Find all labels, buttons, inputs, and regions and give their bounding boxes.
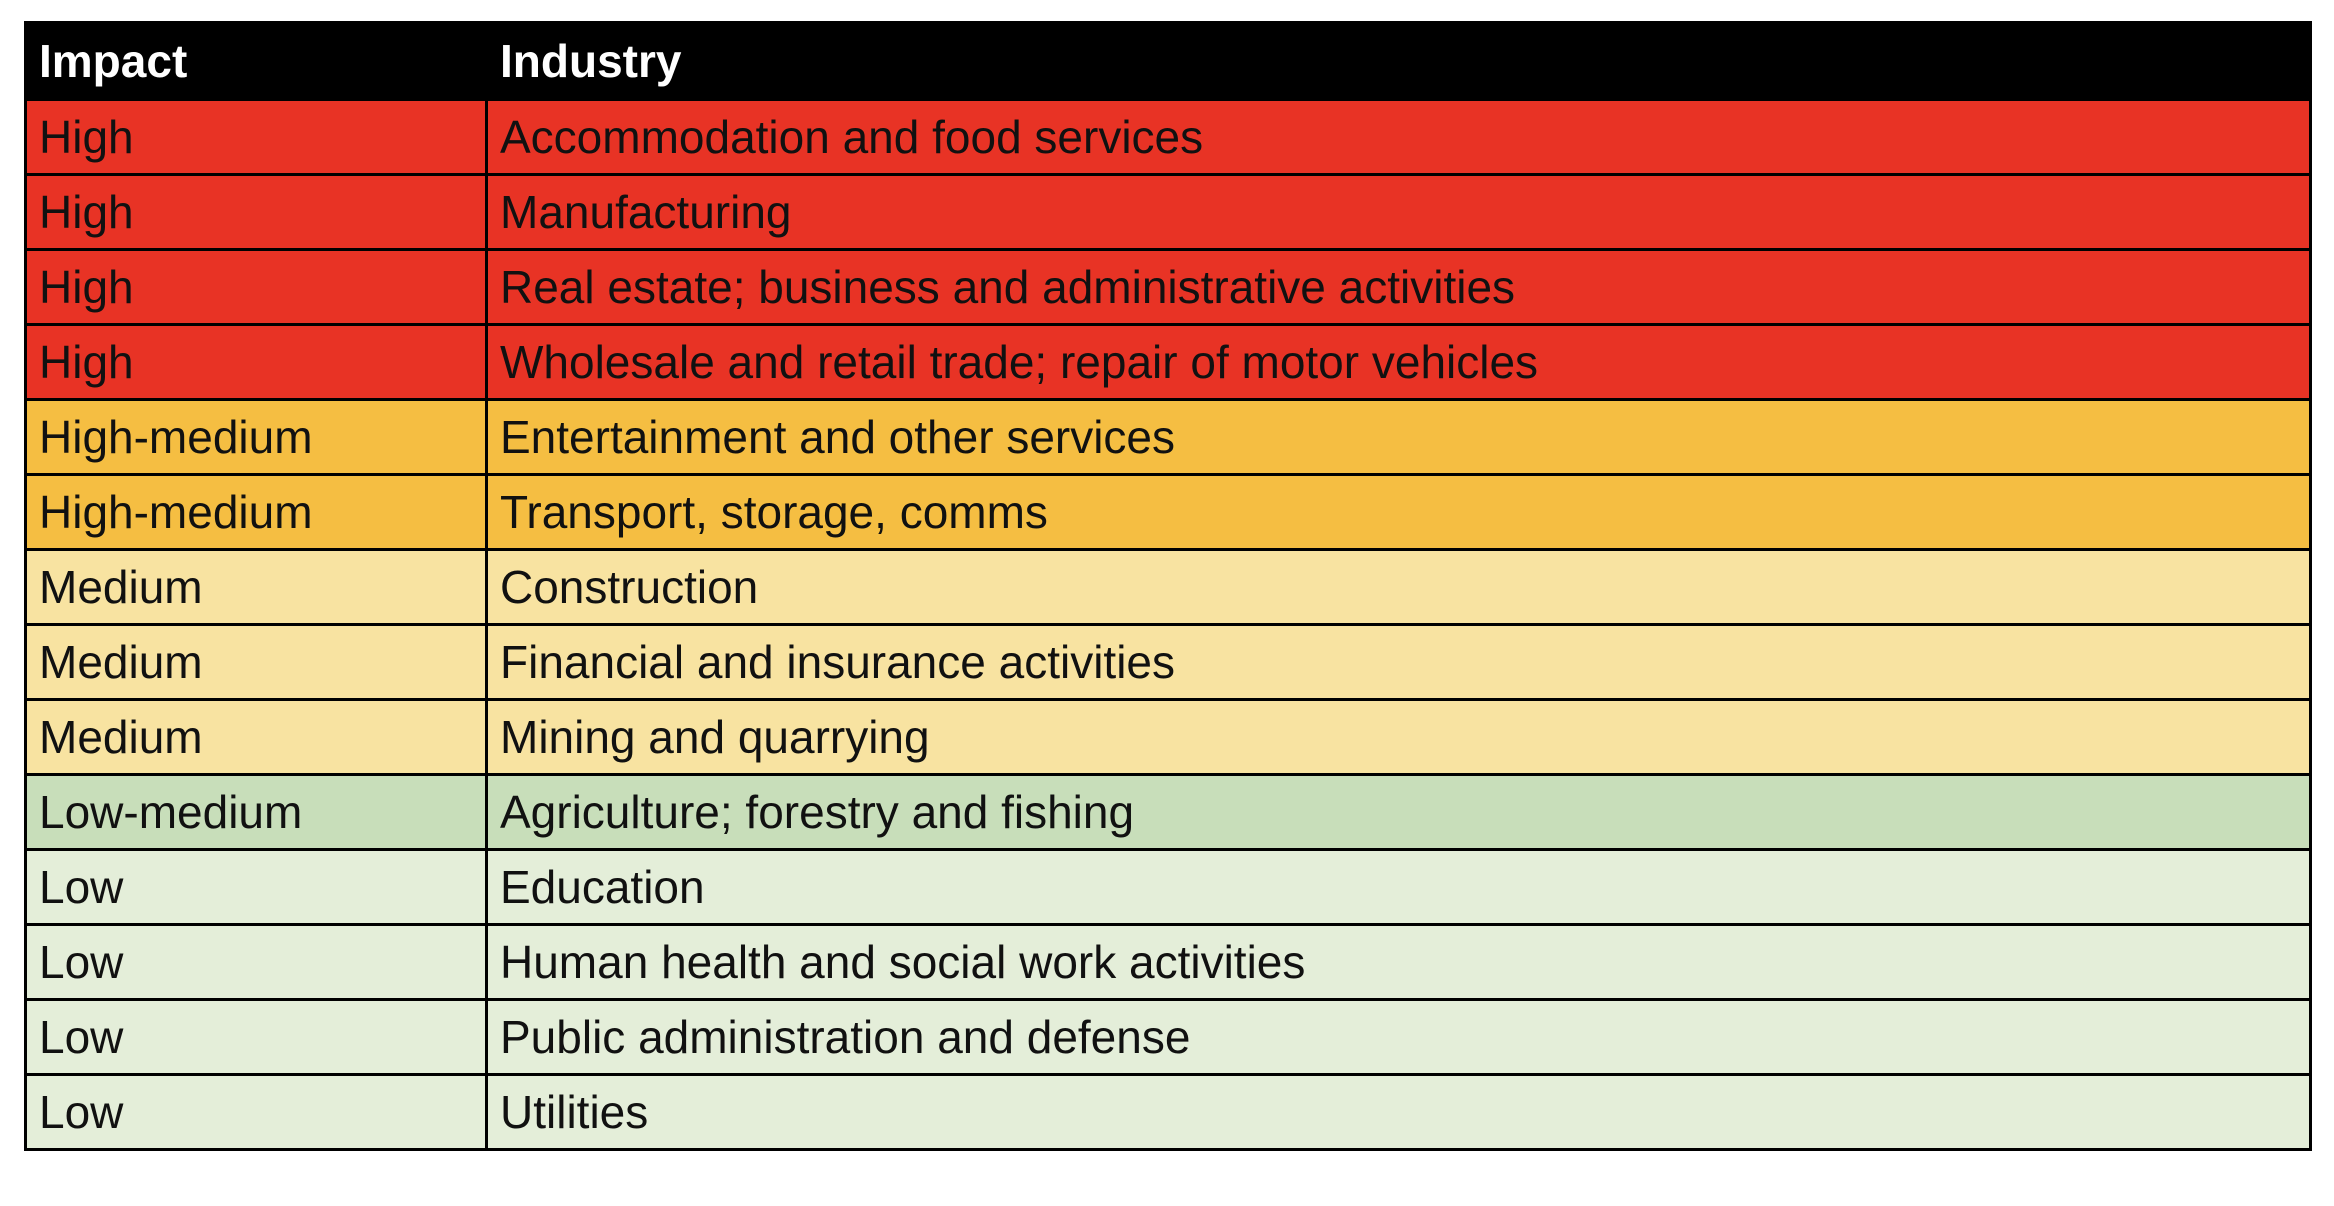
industry-cell: Manufacturing <box>485 173 2312 251</box>
impact-cell: High <box>24 98 488 176</box>
industry-cell: Financial and insurance activities <box>485 623 2312 701</box>
table-row: Medium Financial and insurance activitie… <box>24 623 2312 701</box>
industry-cell: Mining and quarrying <box>485 698 2312 776</box>
impact-cell: High <box>24 173 488 251</box>
industry-cell: Accommodation and food services <box>485 98 2312 176</box>
industry-cell: Entertainment and other services <box>485 398 2312 476</box>
industry-cell: Human health and social work activities <box>485 923 2312 1001</box>
table-row: High Manufacturing <box>24 173 2312 251</box>
impact-cell: Medium <box>24 698 488 776</box>
industry-cell: Real estate; business and administrative… <box>485 248 2312 326</box>
impact-cell: High <box>24 323 488 401</box>
impact-cell: Low <box>24 848 488 926</box>
table-row: High-medium Transport, storage, comms <box>24 473 2312 551</box>
impact-cell: High <box>24 248 488 326</box>
table-row: Low Education <box>24 848 2312 926</box>
table-row: Medium Mining and quarrying <box>24 698 2312 776</box>
table-row: Low-medium Agriculture; forestry and fis… <box>24 773 2312 851</box>
impact-industry-table: Impact Industry High Accommodation and f… <box>24 21 2312 1151</box>
impact-cell: Low-medium <box>24 773 488 851</box>
table-row: Low Public administration and defense <box>24 998 2312 1076</box>
table-row: High Wholesale and retail trade; repair … <box>24 323 2312 401</box>
impact-cell: Medium <box>24 548 488 626</box>
table-row: High-medium Entertainment and other serv… <box>24 398 2312 476</box>
industry-cell: Utilities <box>485 1073 2312 1151</box>
table-row: Medium Construction <box>24 548 2312 626</box>
impact-cell: Medium <box>24 623 488 701</box>
table-row: High Real estate; business and administr… <box>24 248 2312 326</box>
industry-cell: Education <box>485 848 2312 926</box>
industry-cell: Agriculture; forestry and fishing <box>485 773 2312 851</box>
column-header-impact: Impact <box>24 21 488 101</box>
table-row: Low Utilities <box>24 1073 2312 1151</box>
impact-cell: Low <box>24 998 488 1076</box>
industry-cell: Transport, storage, comms <box>485 473 2312 551</box>
industry-cell: Construction <box>485 548 2312 626</box>
industry-cell: Wholesale and retail trade; repair of mo… <box>485 323 2312 401</box>
table-header-row: Impact Industry <box>24 21 2312 101</box>
impact-cell: High-medium <box>24 473 488 551</box>
column-header-industry: Industry <box>485 21 2312 101</box>
industry-cell: Public administration and defense <box>485 998 2312 1076</box>
impact-cell: Low <box>24 1073 488 1151</box>
impact-cell: Low <box>24 923 488 1001</box>
table-row: High Accommodation and food services <box>24 98 2312 176</box>
impact-cell: High-medium <box>24 398 488 476</box>
table-row: Low Human health and social work activit… <box>24 923 2312 1001</box>
